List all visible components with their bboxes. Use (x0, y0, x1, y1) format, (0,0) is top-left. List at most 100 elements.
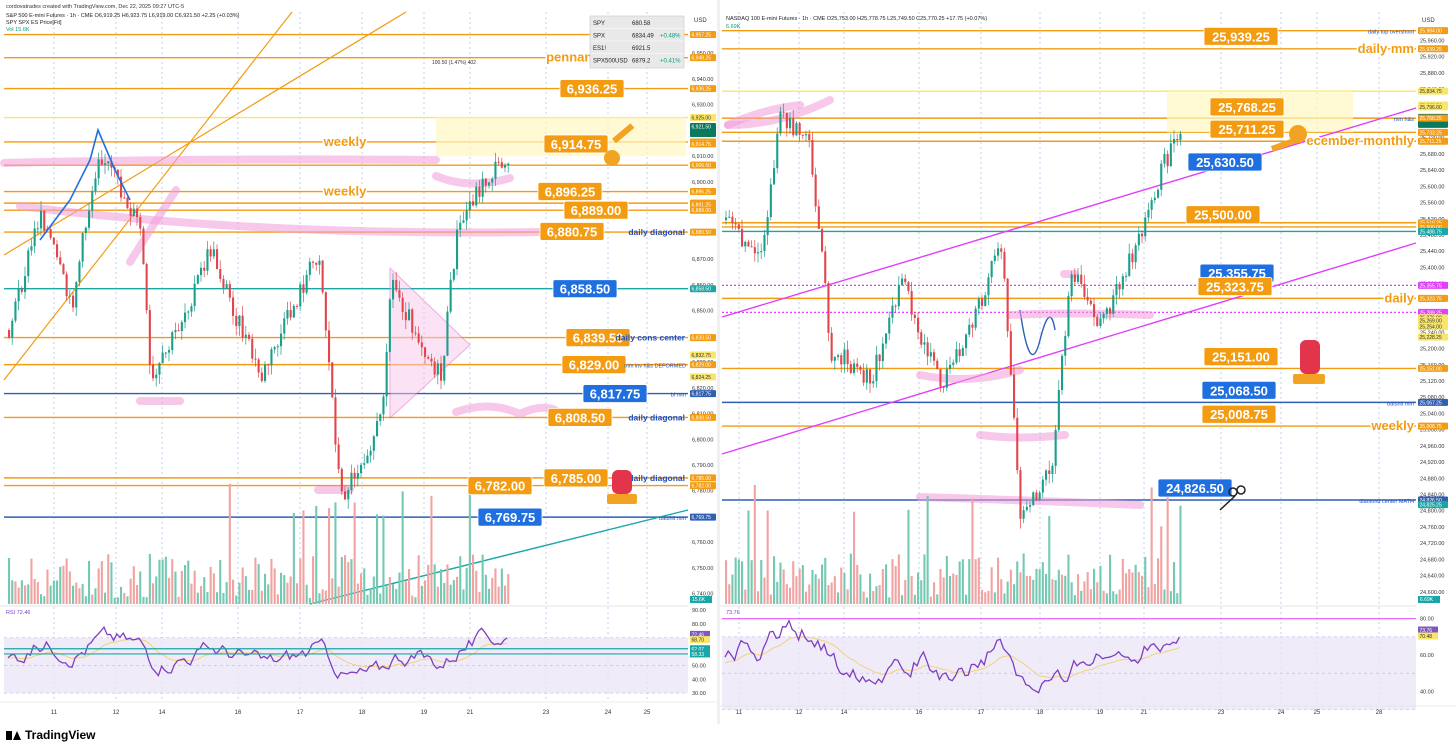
volume-bar (757, 591, 760, 604)
price-tick-label: 25,040.00 (1420, 411, 1444, 417)
candle-body (971, 324, 974, 328)
price-axis-tag-label: 25,067.25 (1420, 400, 1442, 406)
price-axis-tag (690, 54, 716, 62)
candle-body (1048, 470, 1051, 475)
volume-bar (452, 580, 455, 604)
volume-bar (891, 559, 894, 604)
es-chart[interactable]: USD6,950.006,940.006,930.006,920.006,910… (0, 0, 717, 724)
price-axis-tag-label: 25,151.00 (1420, 366, 1442, 372)
volume-bar (987, 590, 990, 604)
volume-bar (273, 568, 276, 604)
price-callout (1203, 347, 1279, 367)
candle-body (168, 350, 171, 353)
volume-bar (472, 554, 475, 604)
candle-body (430, 358, 433, 362)
volume-bar (212, 573, 215, 604)
candle-body (833, 357, 836, 361)
volume-bar (1000, 579, 1003, 604)
volume-bar (1006, 581, 1009, 604)
volume-bar (206, 591, 209, 604)
price-callout-label: 24,826.50 (1166, 481, 1224, 496)
watchlist-widget[interactable] (589, 15, 685, 69)
price-axis-tag-label: 25,500.00 (1420, 225, 1442, 231)
time-tick-label: 25 (644, 710, 651, 716)
candle-body (331, 362, 334, 398)
volume-bar (276, 594, 279, 604)
rsi-tick-label: 60.00 (1420, 653, 1434, 659)
volume-bar (468, 492, 471, 604)
volume-bar (1013, 584, 1016, 604)
volume-bar (1147, 587, 1150, 604)
volume-bar (827, 585, 830, 604)
volume-bar (1019, 572, 1022, 604)
price-axis-tag (690, 361, 716, 369)
rsi-axis-tag (690, 630, 710, 638)
candle-body (993, 255, 996, 261)
volume-bar (299, 558, 302, 604)
candle-body (347, 490, 350, 500)
candle-body (769, 184, 772, 218)
volume-bar (766, 510, 769, 604)
price-axis-tag-label: 25,323.75 (1420, 296, 1442, 302)
volume-bar (769, 594, 772, 604)
watchlist-symbol: SPX500USD (593, 59, 628, 65)
candle-body (952, 362, 955, 365)
price-callout (467, 476, 533, 496)
rsi-axis-tag-label: 68.70 (692, 638, 705, 644)
price-callout-label: 25,151.00 (1212, 350, 1270, 365)
volume-bar (209, 566, 212, 604)
candle-body (1073, 274, 1076, 282)
price-axis-tag (1418, 87, 1448, 95)
candle-body (260, 372, 263, 381)
volume-bar (939, 568, 942, 604)
candle-body (478, 186, 481, 197)
price-callout (543, 468, 609, 488)
volume-bar (350, 559, 353, 604)
price-callout-label: 25,939.25 (1212, 29, 1270, 44)
candle-body (974, 308, 977, 328)
trend-channel-line (3, 11, 293, 381)
candle-body (1016, 417, 1019, 471)
candle-body (1054, 429, 1057, 466)
price-tick-label: 6,780.00 (692, 489, 713, 495)
price-callout (563, 200, 629, 220)
rsi-tick-label: 80.00 (692, 622, 706, 628)
price-axis-tag (690, 513, 716, 521)
rsi-tick-label: 90.00 (692, 608, 706, 614)
candle-body (36, 228, 39, 230)
volume-bar (1163, 589, 1166, 604)
volume-bar (347, 562, 350, 604)
candle-body (1105, 308, 1108, 314)
candle-body (1160, 163, 1163, 190)
price-axis-tag-label: 6,785.00 (692, 476, 712, 482)
candle-body (206, 249, 209, 271)
candle-body (193, 283, 196, 307)
volume-bar (392, 584, 395, 604)
candle-body (779, 111, 782, 134)
nq-chart[interactable]: USD25,960.0025,920.0025,880.0025,840.002… (720, 0, 1456, 724)
volume-bar (1077, 574, 1080, 604)
candle-body (1000, 248, 1003, 252)
price-callout (559, 79, 625, 98)
volume-bar (305, 584, 308, 604)
volume-bar (1032, 579, 1035, 604)
time-tick-label: 18 (1037, 710, 1044, 716)
candle-body (1157, 189, 1160, 198)
volume-bar (881, 569, 884, 604)
volume-bar (910, 576, 913, 604)
candle-body (827, 283, 830, 333)
price-tick-label: 25,000.00 (1420, 428, 1444, 434)
volume-bar (148, 553, 151, 604)
time-tick-label: 19 (421, 710, 428, 716)
time-tick-label: 17 (978, 710, 985, 716)
volume-bar (907, 509, 910, 604)
candle-body (856, 363, 859, 367)
candle-body (228, 284, 231, 298)
candle-body (1035, 492, 1038, 500)
candle-body (417, 333, 420, 343)
candle-body (1086, 296, 1089, 301)
price-axis-tag-label: 6,817.75 (692, 392, 712, 398)
highlighter-mark (976, 431, 1069, 442)
candle-body (913, 314, 916, 318)
volume-bar (356, 583, 359, 604)
